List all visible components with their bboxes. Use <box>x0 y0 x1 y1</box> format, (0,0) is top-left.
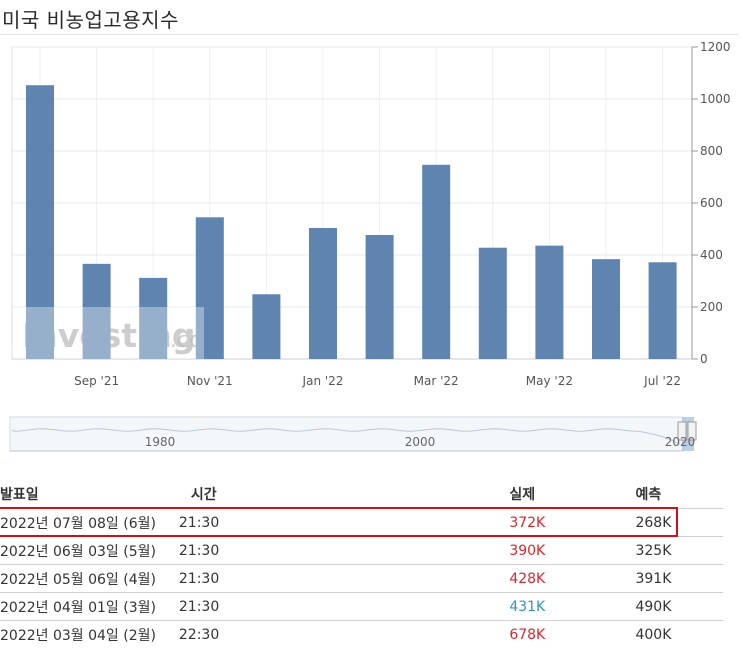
bar <box>309 228 337 359</box>
y-tick-label: 1000 <box>700 92 731 106</box>
bar <box>649 262 677 359</box>
row-actual: 390K <box>497 537 623 565</box>
bar <box>479 248 507 359</box>
table-row: 2022년 05월 06일 (4월) 21:30 428K 391K <box>0 565 723 593</box>
bar <box>535 246 563 359</box>
page-title: 미국 비농업고용지수 <box>2 4 179 33</box>
row-actual: 428K <box>497 565 623 593</box>
bar-chart: 020040060080010001200Investing.comSep '2… <box>0 36 743 406</box>
bar <box>592 259 620 359</box>
y-tick-label: 400 <box>700 248 723 262</box>
release-history-table: 발표일 시간 실제 예측 2022년 07월 08일 (6월) 21:30 37… <box>0 480 723 648</box>
x-tick-label: Jan '22 <box>302 374 344 388</box>
header-date: 발표일 <box>0 480 179 509</box>
navigator-year-label: 2020 <box>665 435 696 449</box>
row-forecast: 391K <box>623 565 723 593</box>
header-actual: 실제 <box>497 480 623 509</box>
navigator-year-label: 1980 <box>145 435 176 449</box>
header-time: 시간 <box>179 480 497 509</box>
table-row: 2022년 04월 01일 (3월) 21:30 431K 490K <box>0 593 723 621</box>
navigator-year-label: 2000 <box>405 435 436 449</box>
row-date: 2022년 05월 06일 (4월) <box>0 565 179 593</box>
header-forecast: 예측 <box>623 480 723 509</box>
x-tick-label: Jul '22 <box>643 374 681 388</box>
x-tick-label: May '22 <box>526 374 573 388</box>
range-navigator[interactable]: 1980 2000 2020 <box>0 408 743 456</box>
row-time: 21:30 <box>179 593 497 621</box>
table-row: 2022년 06월 03일 (5월) 21:30 390K 325K <box>0 537 723 565</box>
y-tick-label: 600 <box>700 196 723 210</box>
title-divider <box>0 34 738 35</box>
row-actual: 431K <box>497 593 623 621</box>
y-tick-label: 200 <box>700 300 723 314</box>
row-time: 21:30 <box>179 537 497 565</box>
watermark-overlay <box>14 307 204 359</box>
x-tick-label: Nov '21 <box>187 374 233 388</box>
row-forecast: 490K <box>623 593 723 621</box>
bar <box>366 235 394 359</box>
table-header-row: 발표일 시간 실제 예측 <box>0 480 723 509</box>
y-tick-label: 0 <box>700 352 708 366</box>
y-tick-label: 1200 <box>700 40 731 54</box>
x-tick-label: Mar '22 <box>414 374 459 388</box>
navigator-track <box>10 417 683 451</box>
y-tick-label: 800 <box>700 144 723 158</box>
x-tick-label: Sep '21 <box>74 374 119 388</box>
row-date: 2022년 04월 01일 (3월) <box>0 593 179 621</box>
highlight-box <box>0 507 678 537</box>
row-date: 2022년 06월 03일 (5월) <box>0 537 179 565</box>
row-forecast: 325K <box>623 537 723 565</box>
row-time: 21:30 <box>179 565 497 593</box>
bar <box>252 294 280 359</box>
bar <box>422 165 450 359</box>
